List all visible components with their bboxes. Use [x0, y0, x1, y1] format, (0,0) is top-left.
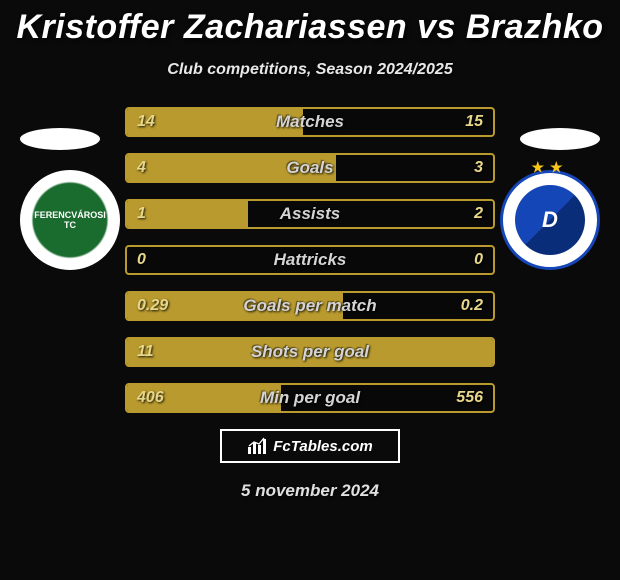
stat-bar-left: [127, 109, 303, 135]
stat-value-right: 2: [474, 205, 483, 223]
stat-row: Hattricks0 0: [125, 245, 495, 275]
fctables-logo[interactable]: FcTables.com: [220, 429, 400, 463]
subtitle: Club competitions, Season 2024/2025: [0, 61, 620, 79]
stat-value-right: 3: [474, 159, 483, 177]
stat-value-left: 0: [137, 251, 146, 269]
stat-bar-left: [127, 201, 248, 227]
stat-bar-left: [127, 155, 336, 181]
stat-value-right: 0: [474, 251, 483, 269]
stat-row: Matches1415: [125, 107, 495, 137]
stat-row: Shots per goal11: [125, 337, 495, 367]
date-label: 5 november 2024: [0, 481, 620, 501]
page-title: Kristoffer Zachariassen vs Brazhko: [0, 0, 620, 47]
stat-row: Goals43: [125, 153, 495, 183]
stat-bar-left: [127, 293, 343, 319]
chart-icon: [247, 437, 267, 455]
stat-value-right: 0.2: [461, 297, 483, 315]
stat-bar-left: [127, 339, 493, 365]
stat-bar-left: [127, 385, 281, 411]
stat-label: Hattricks: [127, 250, 493, 270]
stat-value-right: 15: [465, 113, 483, 131]
stat-row: Goals per match0.290.2: [125, 291, 495, 321]
stat-value-right: 556: [456, 389, 483, 407]
stats-container: Matches1415 Goals43 Assists12 Hattricks0 0 Go…: [0, 107, 620, 413]
fctables-logo-text: FcTables.com: [273, 438, 372, 455]
stat-row: Assists12: [125, 199, 495, 229]
stat-row: Min per goal406556: [125, 383, 495, 413]
